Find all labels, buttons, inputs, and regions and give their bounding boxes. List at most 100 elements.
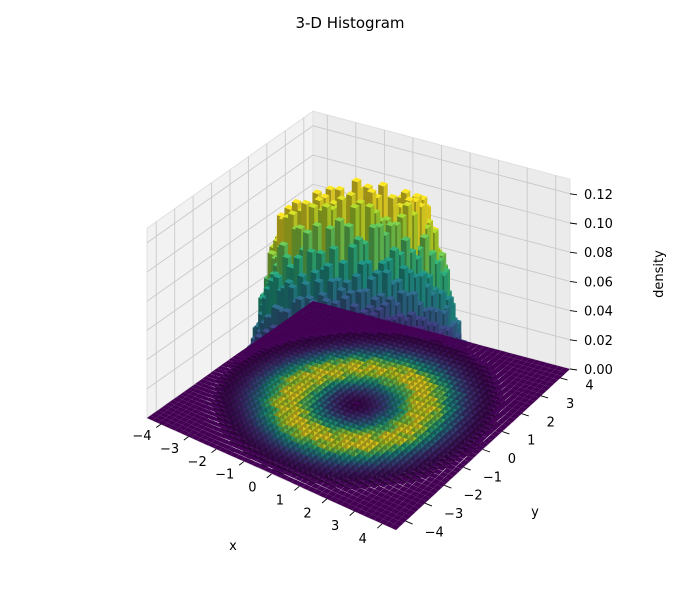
bar-top-face	[311, 483, 321, 489]
histogram-bar	[198, 429, 208, 435]
bar-side-face	[350, 484, 355, 490]
bar-front-face	[448, 457, 455, 462]
bar-top-face	[394, 505, 405, 511]
bar-top-face	[193, 427, 203, 433]
histogram-bar	[382, 494, 392, 501]
bar-top-face	[370, 489, 381, 496]
bar-top-face	[189, 429, 199, 436]
histogram-bar	[518, 392, 528, 398]
bar-top-face	[527, 390, 538, 396]
bar-top-face	[241, 457, 251, 463]
bar-top-face	[372, 510, 382, 517]
histogram-bar	[409, 506, 420, 513]
bar-side-face	[278, 467, 282, 473]
bar-front-face	[254, 454, 260, 460]
bar-top-face	[389, 487, 400, 493]
histogram-bar	[376, 507, 386, 514]
bar-front-face	[462, 453, 468, 457]
bar-top-face	[496, 418, 507, 424]
histogram-bar	[189, 429, 199, 436]
histogram-bar	[224, 449, 234, 456]
histogram-bar	[200, 434, 210, 440]
bar-top-face	[498, 409, 509, 415]
bar-top-face	[331, 487, 342, 494]
histogram-bar	[439, 471, 449, 478]
bar-front-face	[414, 474, 421, 479]
bar-top-face	[479, 441, 489, 448]
bar-top-face	[357, 494, 368, 500]
bar-top-face	[313, 489, 323, 495]
bar-top-face	[329, 496, 339, 503]
bar-top-face	[387, 512, 397, 518]
histogram-bar	[398, 516, 408, 523]
bar-top-face	[246, 459, 256, 465]
bar-side-face	[471, 448, 476, 453]
histogram-bar	[499, 395, 509, 401]
histogram-bar	[393, 499, 403, 505]
bar-front-face	[222, 432, 229, 437]
bar-top-face	[385, 506, 395, 512]
bar-top-face	[290, 479, 301, 485]
histogram-bar	[348, 495, 358, 501]
histogram-bar	[359, 499, 369, 506]
bar-side-face	[228, 432, 233, 437]
histogram-bar	[377, 513, 388, 519]
bar-top-face	[374, 501, 384, 508]
histogram-bar	[346, 489, 356, 495]
histogram-bar	[400, 507, 410, 514]
bar-side-face	[335, 483, 340, 488]
bar-top-face	[467, 452, 478, 458]
bar-top-face	[361, 490, 371, 497]
histogram-bar	[228, 446, 238, 453]
histogram-bar	[333, 493, 343, 500]
histogram-bar	[211, 426, 221, 432]
histogram-bar	[475, 445, 485, 451]
bar-top-face	[460, 459, 470, 466]
histogram-bar	[174, 427, 184, 433]
bar-top-face	[425, 491, 435, 498]
bar-top-face	[409, 506, 420, 513]
bar-top-face	[431, 478, 441, 485]
bar-top-face	[406, 494, 416, 501]
bar-top-face	[384, 484, 394, 491]
bar-top-face	[316, 485, 327, 492]
histogram-bar	[318, 491, 328, 498]
histogram-bar	[423, 486, 433, 492]
bar-top-face	[355, 503, 365, 510]
z-grid-line	[146, 183, 571, 302]
bar-top-face	[368, 514, 378, 520]
histogram-bar	[520, 397, 530, 403]
histogram-bar	[357, 494, 368, 500]
histogram-bar	[368, 498, 379, 505]
histogram-bar	[241, 457, 251, 463]
bar-top-face	[442, 468, 453, 474]
bar-front-face	[221, 427, 227, 432]
bar-side-face	[495, 412, 499, 418]
bar-top-face	[318, 491, 328, 498]
histogram-bar	[467, 452, 478, 458]
bar-top-face	[274, 471, 284, 478]
bar-side-face	[493, 421, 497, 427]
histogram-bar	[391, 493, 401, 499]
bar-top-face	[502, 420, 512, 427]
bar-top-face	[351, 506, 362, 513]
bar-top-face	[523, 394, 534, 400]
histogram-bar	[388, 518, 399, 524]
bar-top-face	[232, 443, 242, 449]
bar-front-face	[427, 469, 434, 474]
bar-top-face	[202, 440, 212, 446]
histogram-bar	[327, 490, 338, 497]
bar-side-face	[248, 450, 253, 455]
bar-side-face	[500, 400, 505, 405]
histogram-bar	[313, 489, 323, 495]
histogram-bar	[479, 441, 489, 448]
bar-top-face	[224, 449, 234, 456]
histogram-bar	[487, 419, 497, 427]
bar-top-face	[252, 461, 262, 468]
bar-front-face	[382, 480, 388, 486]
bar-top-face	[412, 481, 422, 488]
z-grid-line	[146, 125, 571, 244]
histogram-bar	[316, 485, 327, 492]
histogram-bar	[525, 399, 536, 405]
